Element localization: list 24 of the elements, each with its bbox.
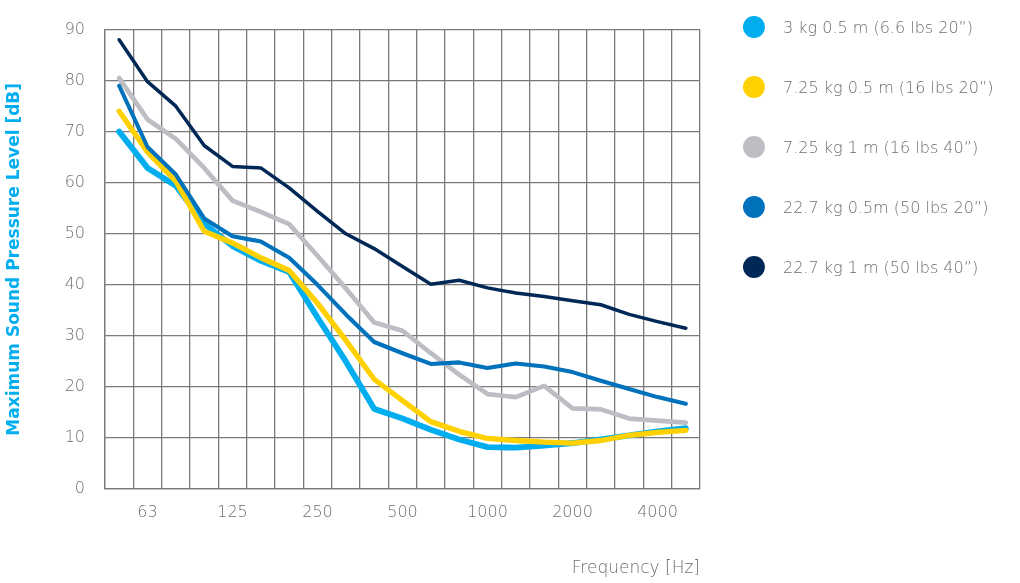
x-tick-label: 4000 xyxy=(637,501,678,521)
legend-label: 7.25 kg 1 m (16 lbs 40”) xyxy=(783,137,979,157)
y-axis-title: Maximum Sound Pressure Level [dB] xyxy=(2,82,23,436)
x-tick-label: 1000 xyxy=(467,501,508,521)
x-tick-label: 63 xyxy=(137,501,158,521)
y-tick-label: 0 xyxy=(74,478,85,498)
x-tick-label: 125 xyxy=(217,501,248,521)
y-tick-label: 10 xyxy=(64,427,85,447)
legend-label: 22.7 kg 1 m (50 lbs 40”) xyxy=(783,257,979,277)
y-tick-label: 80 xyxy=(64,69,85,89)
y-tick-label: 90 xyxy=(64,18,85,38)
x-tick-label: 2000 xyxy=(552,501,593,521)
legend-label: 22.7 kg 0.5m (50 lbs 20”) xyxy=(783,197,989,217)
legend-label: 3 kg 0.5 m (6.6 lbs 20”) xyxy=(783,17,974,37)
legend-label: 7.25 kg 0.5 m (16 lbs 20”) xyxy=(783,77,994,97)
y-tick-label: 60 xyxy=(64,171,85,191)
x-tick-label: 500 xyxy=(387,501,418,521)
y-tick-label: 40 xyxy=(64,273,85,293)
x-tick-label: 250 xyxy=(302,501,333,521)
y-tick-label: 30 xyxy=(64,325,85,345)
y-tick-label: 20 xyxy=(64,376,85,396)
x-axis-title: Frequency [Hz] xyxy=(571,557,700,578)
y-tick-label: 50 xyxy=(64,222,85,242)
y-tick-label: 70 xyxy=(64,120,85,140)
